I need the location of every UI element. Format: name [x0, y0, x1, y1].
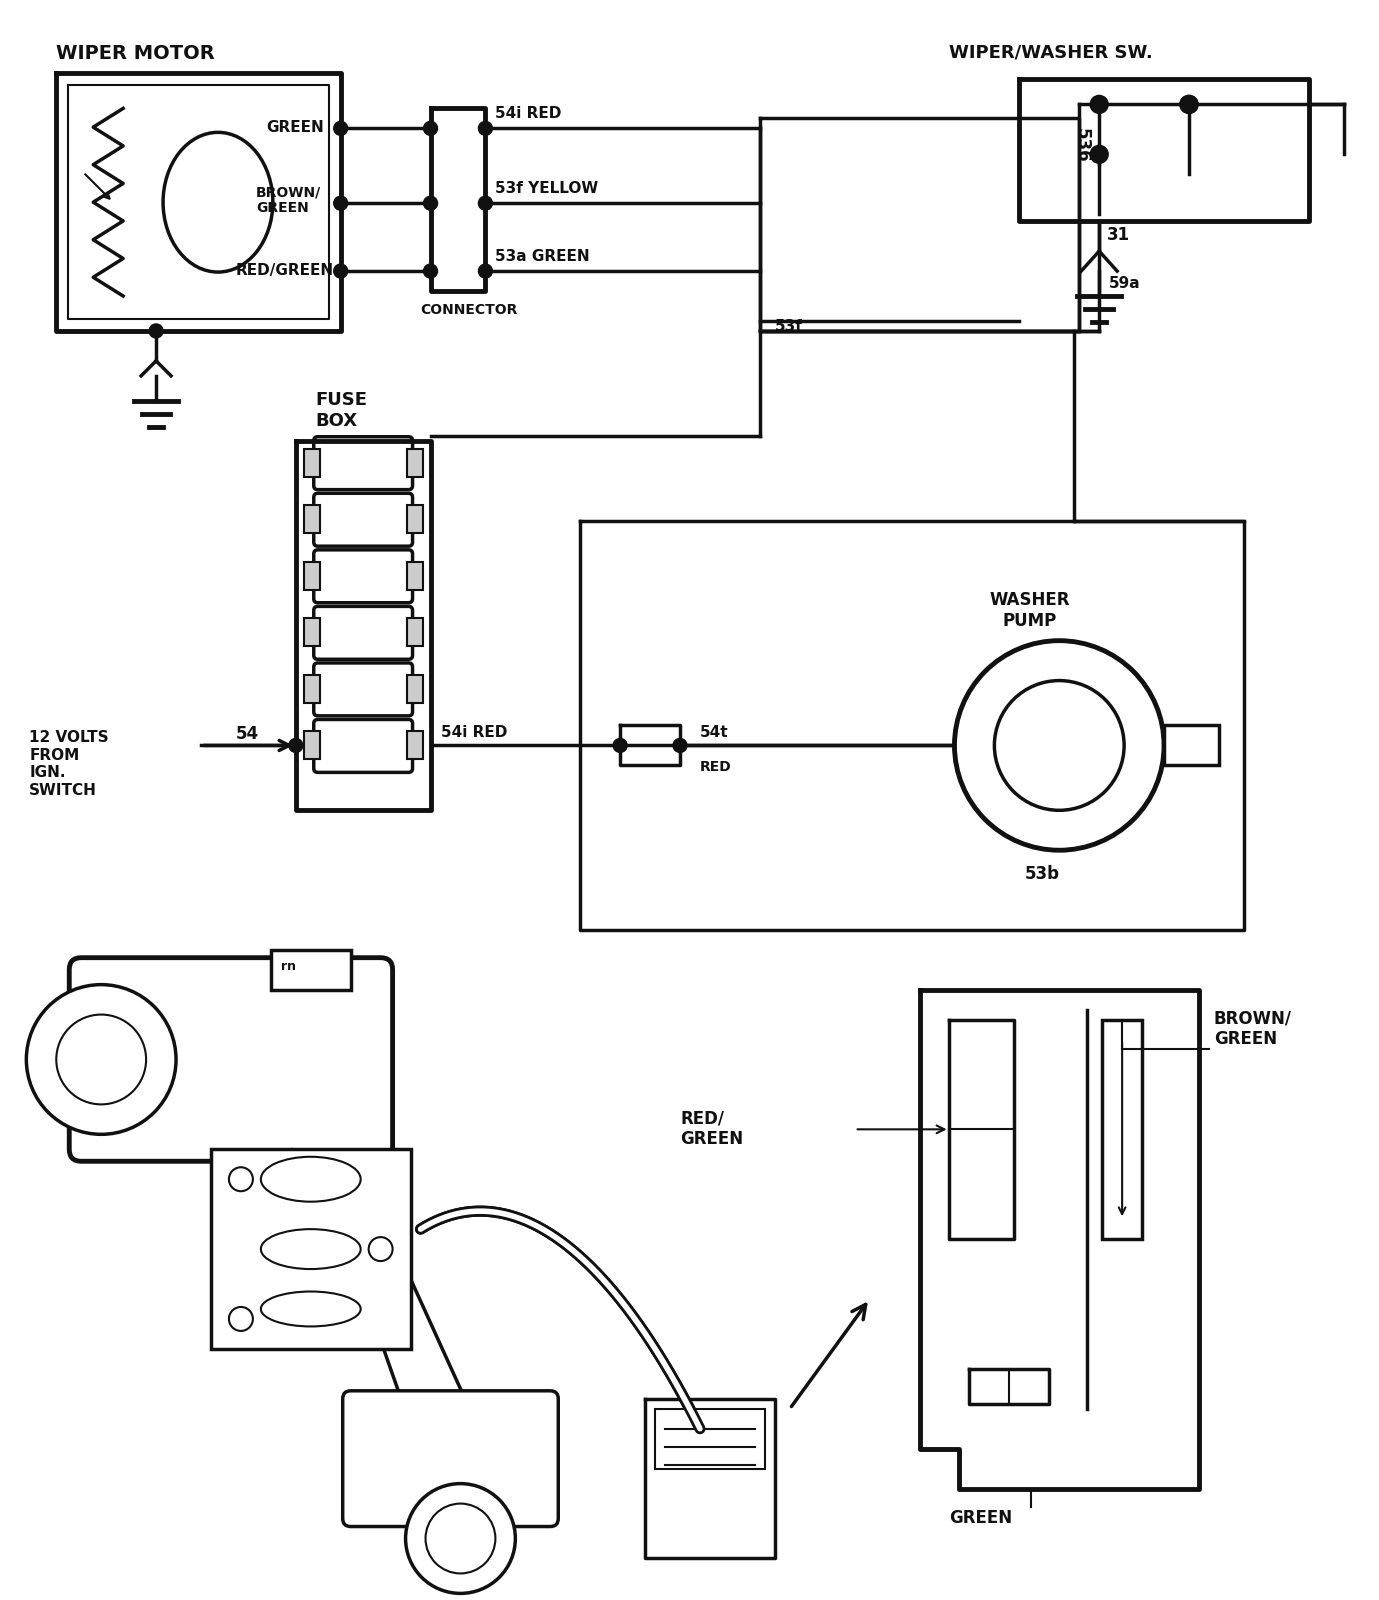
Text: 59a: 59a [1109, 277, 1140, 291]
FancyBboxPatch shape [314, 720, 412, 773]
Bar [407, 675, 422, 702]
FancyBboxPatch shape [314, 550, 412, 603]
Circle shape [426, 1504, 495, 1573]
Text: 54i RED: 54i RED [495, 106, 561, 122]
Text: 31: 31 [1107, 226, 1131, 245]
Circle shape [334, 264, 348, 278]
Circle shape [1180, 96, 1198, 114]
Text: 53a GREEN: 53a GREEN [495, 250, 590, 264]
Text: 53f YELLOW: 53f YELLOW [495, 181, 598, 197]
Bar [303, 618, 320, 646]
Ellipse shape [163, 133, 273, 272]
Circle shape [479, 122, 492, 136]
Text: 54i RED: 54i RED [440, 725, 507, 741]
Circle shape [1180, 96, 1198, 114]
Ellipse shape [261, 1229, 361, 1269]
Text: BROWN/
GREEN: BROWN/ GREEN [1214, 1010, 1292, 1048]
Circle shape [57, 1014, 146, 1104]
Text: WIPER MOTOR: WIPER MOTOR [57, 43, 215, 62]
Bar [407, 506, 422, 533]
Bar [407, 731, 422, 760]
Circle shape [954, 640, 1164, 850]
Text: WASHER
PUMP: WASHER PUMP [989, 590, 1070, 629]
Circle shape [673, 739, 687, 752]
FancyBboxPatch shape [314, 437, 412, 490]
Bar [1164, 725, 1219, 765]
Text: BROWN/
GREEN: BROWN/ GREEN [256, 186, 321, 216]
Text: 54t: 54t [701, 725, 728, 741]
Bar [303, 731, 320, 760]
Bar [211, 1149, 411, 1349]
Circle shape [288, 739, 303, 752]
Circle shape [229, 1307, 252, 1331]
Text: FUSE
BOX: FUSE BOX [316, 390, 368, 430]
Circle shape [334, 197, 348, 210]
Text: GREEN: GREEN [266, 120, 324, 136]
Text: GREEN: GREEN [950, 1509, 1012, 1526]
Bar [303, 448, 320, 477]
Circle shape [26, 984, 177, 1134]
Text: rn: rn [281, 960, 296, 973]
Text: RED: RED [701, 760, 732, 774]
Circle shape [423, 264, 437, 278]
Bar [303, 506, 320, 533]
Text: WIPER/WASHER SW.: WIPER/WASHER SW. [950, 43, 1153, 61]
Circle shape [423, 122, 437, 136]
Text: 12 VOLTS
FROM
IGN.
SWITCH: 12 VOLTS FROM IGN. SWITCH [29, 731, 109, 798]
Bar [303, 675, 320, 702]
Ellipse shape [261, 1291, 361, 1326]
Bar [303, 562, 320, 590]
Circle shape [368, 1237, 393, 1261]
Text: CONNECTOR: CONNECTOR [421, 302, 519, 317]
Circle shape [423, 197, 437, 210]
Circle shape [229, 1168, 252, 1192]
FancyBboxPatch shape [343, 1390, 558, 1526]
Bar [270, 950, 350, 990]
Circle shape [479, 197, 492, 210]
FancyBboxPatch shape [69, 958, 393, 1162]
Text: 53b: 53b [1025, 866, 1059, 883]
Circle shape [334, 122, 348, 136]
Text: RED/GREEN: RED/GREEN [236, 262, 334, 278]
Circle shape [479, 264, 492, 278]
Circle shape [405, 1483, 516, 1594]
Text: RED/
GREEN: RED/ GREEN [680, 1109, 743, 1149]
Bar [407, 448, 422, 477]
Bar [407, 618, 422, 646]
Circle shape [1091, 96, 1109, 114]
Text: 54: 54 [236, 725, 259, 744]
Circle shape [994, 680, 1124, 810]
Text: 536: 536 [1073, 128, 1091, 163]
FancyBboxPatch shape [314, 493, 412, 546]
FancyBboxPatch shape [314, 662, 412, 715]
Text: 53f: 53f [775, 318, 803, 334]
Circle shape [614, 739, 627, 752]
Bar [407, 562, 422, 590]
Bar [1102, 1019, 1142, 1238]
Ellipse shape [261, 1157, 361, 1202]
FancyBboxPatch shape [314, 606, 412, 659]
Circle shape [1091, 146, 1109, 163]
Circle shape [149, 323, 163, 338]
Bar [655, 1408, 765, 1469]
